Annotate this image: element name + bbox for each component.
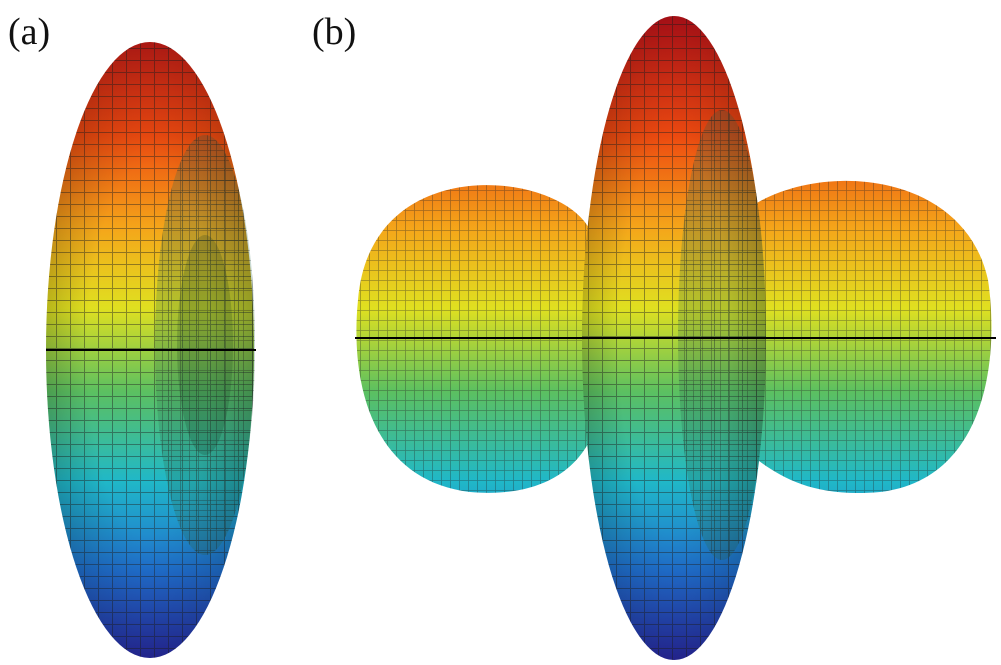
pattern-b <box>355 16 996 660</box>
panel-label: (a) <box>8 11 50 53</box>
panel-label: (b) <box>312 11 356 53</box>
pattern-a <box>46 42 256 658</box>
